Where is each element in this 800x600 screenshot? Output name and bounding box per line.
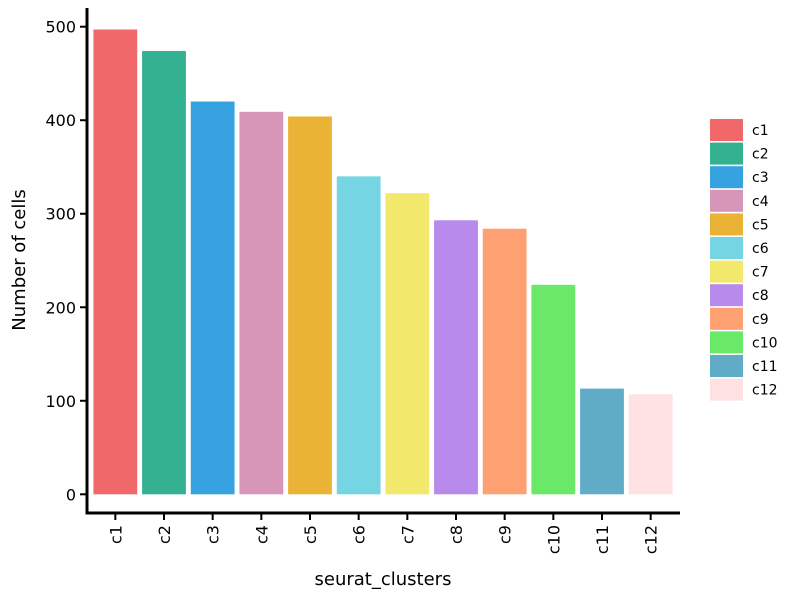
legend-swatch-c2 xyxy=(710,142,743,165)
legend-swatch-c1 xyxy=(710,119,743,141)
legend-label-c11: c11 xyxy=(752,359,778,375)
bar-c9 xyxy=(482,228,527,495)
x-tick-label: c7 xyxy=(398,525,417,544)
bar-c8 xyxy=(434,220,478,495)
x-tick-label: c2 xyxy=(155,525,174,544)
bar-c3 xyxy=(190,101,235,495)
legend-label-c9: c9 xyxy=(752,312,769,328)
x-tick-label: c4 xyxy=(252,525,271,544)
x-tick-label: c11 xyxy=(593,525,612,554)
legend-label-c8: c8 xyxy=(752,288,769,304)
y-axis-title: Number of cells xyxy=(9,189,30,330)
y-tick-label: 0 xyxy=(66,485,76,504)
y-tick-label: 300 xyxy=(45,205,76,224)
x-tick-label: c9 xyxy=(496,525,515,544)
y-tick-label: 500 xyxy=(45,18,76,37)
x-tick-label: c6 xyxy=(350,525,369,544)
legend-swatch-c12 xyxy=(710,378,743,401)
y-tick-label: 200 xyxy=(45,298,76,317)
legend-label-c4: c4 xyxy=(752,194,769,210)
bar-c6 xyxy=(336,176,381,495)
bar-c12 xyxy=(628,394,673,495)
x-tick-label: c10 xyxy=(544,525,563,554)
legend: c1 c2 c3 c4 c5 c6 c7 c8 c9 c10 c11 c12 xyxy=(710,119,778,401)
legend-swatch-c5 xyxy=(710,213,743,236)
bar-c11 xyxy=(580,388,624,495)
bar-c10 xyxy=(531,284,576,495)
legend-swatch-c9 xyxy=(710,307,743,330)
legend-label-c10: c10 xyxy=(752,335,778,351)
bar-c5 xyxy=(288,116,332,495)
y-tick-label: 400 xyxy=(45,111,76,130)
bar-c2 xyxy=(142,51,186,495)
legend-swatch-c6 xyxy=(710,237,743,259)
x-tick-label: c8 xyxy=(447,525,466,544)
legend-swatch-c4 xyxy=(710,189,743,212)
legend-label-c3: c3 xyxy=(752,170,769,186)
x-tick-label: c3 xyxy=(204,525,223,544)
legend-label-c5: c5 xyxy=(752,217,769,233)
bar-c7 xyxy=(385,193,430,495)
legend-label-c12: c12 xyxy=(752,383,778,399)
bars-group xyxy=(93,29,673,495)
legend-swatch-c3 xyxy=(710,166,743,189)
y-axis: 0 100 200 300 400 500 xyxy=(45,8,89,515)
x-axis: c1 c2 c3 c4 c5 c6 c7 c8 c9 c10 c11 c12 xyxy=(85,511,680,554)
legend-label-c1: c1 xyxy=(752,123,769,139)
legend-swatch-c11 xyxy=(710,355,743,377)
x-tick-label: c1 xyxy=(106,525,125,544)
x-axis-title: seurat_clusters xyxy=(315,569,452,590)
y-tick-label: 100 xyxy=(45,392,76,411)
legend-label-c7: c7 xyxy=(752,265,769,281)
x-tick-label: c5 xyxy=(301,525,320,544)
bar-c1 xyxy=(93,29,138,495)
legend-label-c6: c6 xyxy=(752,241,769,257)
legend-swatch-c8 xyxy=(710,284,743,307)
legend-swatch-c7 xyxy=(710,260,743,283)
bar-c4 xyxy=(239,111,284,495)
legend-swatch-c10 xyxy=(710,331,743,354)
x-tick-label: c12 xyxy=(642,525,661,554)
legend-label-c2: c2 xyxy=(752,147,769,163)
